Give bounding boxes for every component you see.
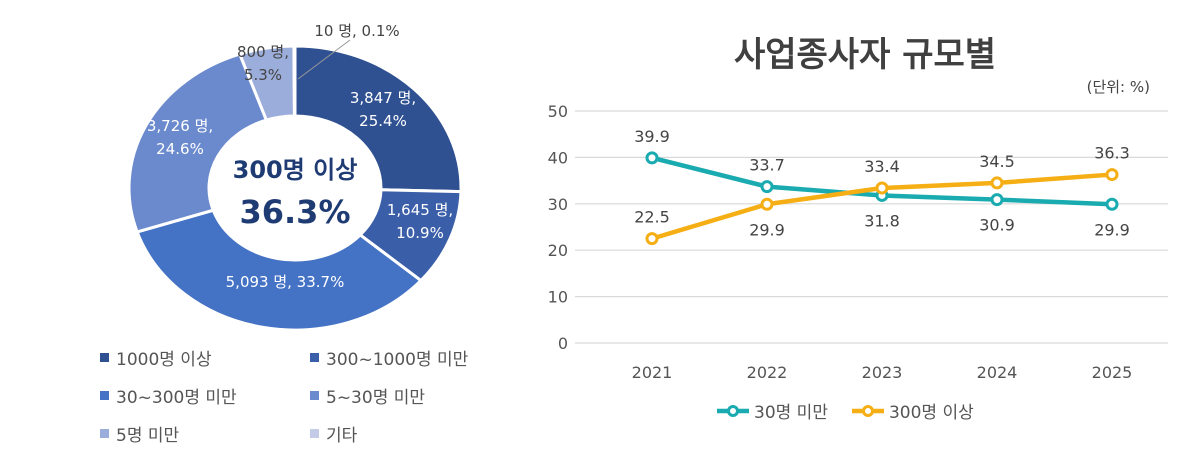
data-label: 29.9	[749, 220, 785, 239]
legend-swatch	[310, 352, 319, 362]
legend-item: 1000명 이상	[100, 343, 310, 371]
slice-label: 800 명,	[237, 43, 289, 61]
data-point	[990, 193, 1004, 207]
legend-item: 300~1000명 미만	[310, 343, 520, 371]
legend-label: 1000명 이상	[116, 349, 212, 370]
legend-item: 5~30명 미만	[310, 381, 520, 409]
data-label: 36.3	[1094, 144, 1130, 163]
legend-label: 30~300명 미만	[116, 387, 237, 408]
legend-swatch	[100, 428, 109, 438]
slice-label: 1,645 명,	[387, 201, 453, 219]
legend-item: 5명 미만	[100, 419, 310, 447]
donut-slice	[127, 52, 269, 234]
data-label: 33.4	[864, 157, 900, 176]
data-point	[645, 232, 659, 246]
line-legend: 30명 미만 300명 이상	[715, 398, 974, 423]
x-tick-label: 2023	[862, 363, 903, 382]
y-tick-label: 50	[548, 102, 568, 121]
legend-swatch	[310, 428, 319, 438]
slice-label: 25.4%	[359, 112, 407, 130]
data-label: 34.5	[979, 152, 1015, 171]
data-label: 30.9	[979, 216, 1015, 235]
slice-label: 5.3%	[244, 66, 282, 84]
donut-legend: 1000명 이상 300~1000명 미만 30~300명 미만 5~30명 미만 5명…	[100, 343, 520, 447]
data-label: 29.9	[1094, 220, 1130, 239]
data-label: 31.8	[864, 211, 900, 230]
legend-label: 300명 이상	[888, 403, 974, 423]
slice-label: 10 명, 0.1%	[314, 22, 399, 40]
donut-slice	[293, 44, 463, 194]
data-label: 39.9	[634, 127, 670, 146]
chart-title: 사업종사자 규모별	[734, 35, 996, 75]
x-tick-label: 2025	[1092, 363, 1133, 382]
center-label-title: 300명 이상	[233, 156, 358, 184]
data-label: 22.5	[634, 208, 670, 227]
legend-label: 300~1000명 미만	[326, 349, 469, 370]
legend-label: 5~30명 미만	[326, 387, 426, 408]
donut-slice	[292, 44, 297, 118]
y-tick-label: 10	[548, 288, 568, 307]
data-label: 33.7	[749, 156, 785, 175]
legend-item: 30명 미만	[715, 398, 828, 423]
y-tick-label: 0	[558, 334, 568, 353]
data-point	[760, 197, 774, 211]
legend-item: 300명 이상	[850, 398, 974, 423]
data-point	[875, 181, 889, 195]
data-point	[1105, 168, 1119, 182]
legend-label: 5명 미만	[116, 425, 180, 446]
slice-label: 10.9%	[396, 224, 444, 242]
y-tick-label: 40	[548, 148, 568, 167]
y-tick-label: 20	[548, 241, 568, 260]
x-tick-label: 2022	[747, 363, 788, 382]
legend-swatch	[100, 352, 109, 362]
donut-slice	[135, 208, 424, 332]
unit-note: (단위: %)	[1087, 78, 1150, 96]
legend-swatch	[310, 390, 319, 400]
y-tick-label: 30	[548, 195, 568, 214]
center-label-value: 36.3%	[239, 193, 350, 231]
data-point	[645, 151, 659, 165]
legend-label: 30명 미만	[754, 403, 828, 423]
slice-label: 3,726 명,	[147, 117, 213, 135]
leader-line	[297, 39, 351, 80]
legend-line-marker	[851, 404, 884, 417]
legend-item: 30~300명 미만	[100, 381, 310, 409]
slice-label: 3,847 명,	[350, 89, 416, 107]
legend-item: 기타	[310, 419, 520, 447]
data-point	[990, 176, 1004, 190]
data-point	[760, 180, 774, 194]
legend-line-marker	[717, 404, 749, 417]
legend-label: 기타	[326, 425, 358, 446]
legend-swatch	[100, 390, 109, 400]
data-point	[1105, 197, 1119, 211]
slice-label: 24.6%	[156, 140, 204, 158]
x-tick-label: 2024	[977, 363, 1018, 382]
x-tick-label: 2021	[632, 363, 673, 382]
slice-label: 5,093 명, 33.7%	[226, 273, 345, 291]
